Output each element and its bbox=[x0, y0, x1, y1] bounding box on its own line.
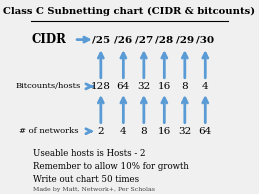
Text: Remember to allow 10% for growth: Remember to allow 10% for growth bbox=[33, 162, 189, 171]
Text: Made by Matt, Network+, Per Scholas: Made by Matt, Network+, Per Scholas bbox=[33, 187, 155, 192]
Text: Useable hosts is Hosts - 2: Useable hosts is Hosts - 2 bbox=[33, 149, 146, 158]
Text: Write out chart 50 times: Write out chart 50 times bbox=[33, 175, 139, 184]
Text: /29: /29 bbox=[176, 35, 194, 44]
Text: 32: 32 bbox=[178, 127, 191, 136]
Text: 32: 32 bbox=[137, 82, 150, 91]
Text: 4: 4 bbox=[202, 82, 208, 91]
Text: 2: 2 bbox=[97, 127, 104, 136]
Text: 128: 128 bbox=[91, 82, 111, 91]
Text: /26: /26 bbox=[114, 35, 133, 44]
Text: 64: 64 bbox=[199, 127, 212, 136]
Text: 8: 8 bbox=[182, 82, 188, 91]
Text: 8: 8 bbox=[141, 127, 147, 136]
Text: /30: /30 bbox=[196, 35, 214, 44]
Text: # of networks: # of networks bbox=[19, 127, 78, 135]
Text: 16: 16 bbox=[158, 127, 171, 136]
Text: CIDR: CIDR bbox=[31, 33, 66, 46]
Text: 4: 4 bbox=[120, 127, 127, 136]
Text: /27: /27 bbox=[135, 35, 153, 44]
Text: /25: /25 bbox=[92, 35, 110, 44]
Text: Bitcounts/hosts: Bitcounts/hosts bbox=[16, 82, 81, 90]
Text: /28: /28 bbox=[155, 35, 173, 44]
Text: 64: 64 bbox=[117, 82, 130, 91]
Text: Class C Subnetting chart (CIDR & bitcounts): Class C Subnetting chart (CIDR & bitcoun… bbox=[3, 7, 256, 16]
Text: 16: 16 bbox=[158, 82, 171, 91]
